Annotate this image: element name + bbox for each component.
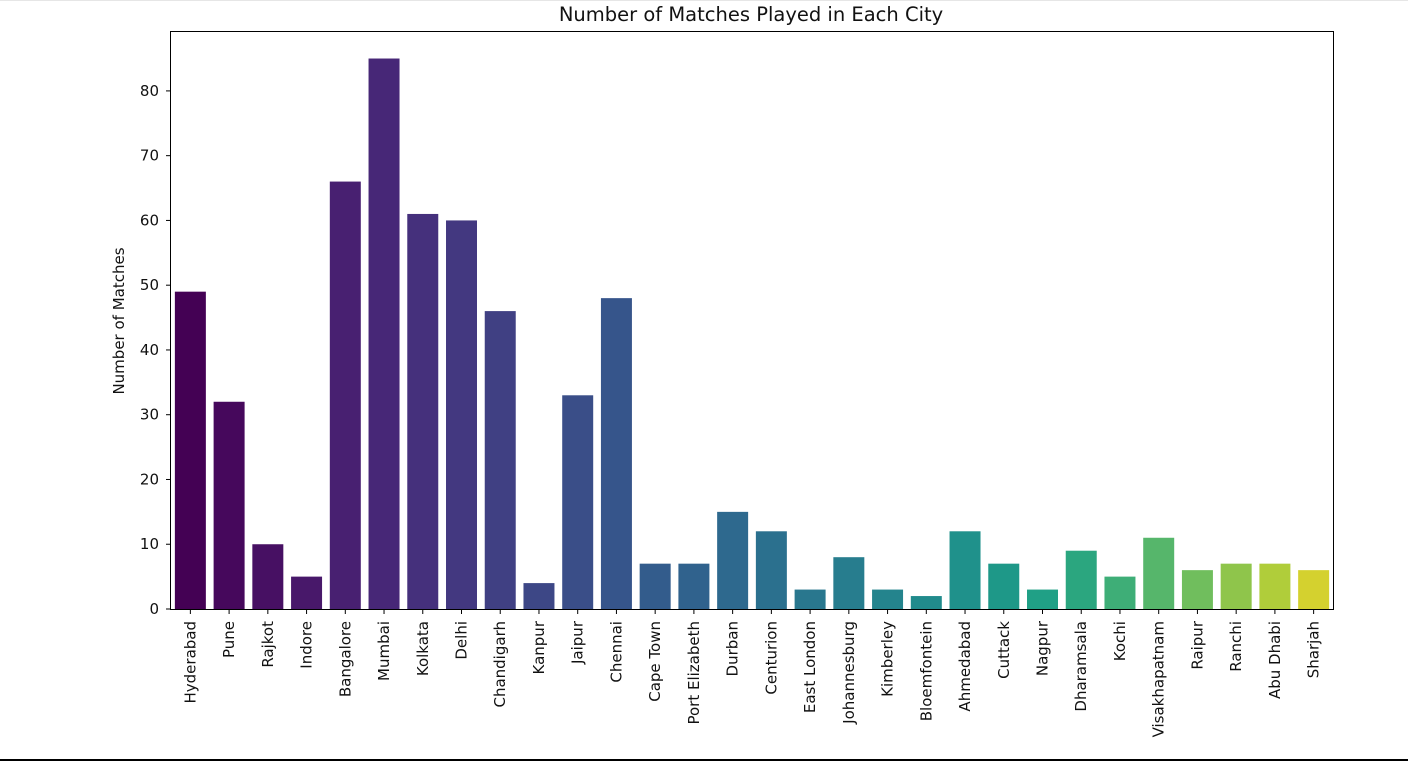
- x-tick-label: Dharamsala: [1072, 621, 1090, 712]
- x-tick-label: Kolkata: [414, 621, 432, 676]
- bar-pune: [213, 401, 245, 609]
- bar-ranchi: [1220, 563, 1252, 609]
- x-tick-label: Durban: [724, 621, 742, 676]
- x-tick-label: Chandigarh: [491, 621, 509, 708]
- x-tick-label: Delhi: [453, 621, 471, 660]
- x-tick-label: Jaipur: [569, 620, 587, 665]
- bar-sharjah: [1298, 570, 1330, 609]
- bar-port-elizabeth: [678, 563, 710, 609]
- x-axis-ticks: Hyderabad Pune Rajkot Indore Bangalore Mumbai…: [181, 609, 1323, 737]
- y-tick-label: 20: [140, 470, 159, 488]
- x-tick-label: Bangalore: [336, 621, 354, 697]
- bar-kimberley: [872, 589, 904, 609]
- chart-title: Number of Matches Played in Each City: [559, 3, 943, 26]
- bar-chennai: [600, 298, 632, 609]
- x-tick-label: Ahmedabad: [956, 621, 974, 712]
- window-top-border: [0, 0, 1408, 1]
- bar-east-london: [794, 589, 826, 609]
- bar-nagpur: [1027, 589, 1058, 609]
- bar-mumbai: [368, 58, 400, 609]
- x-tick-label: Indore: [298, 621, 316, 669]
- bar-centurion: [755, 531, 787, 609]
- x-tick-label: Rajkot: [259, 621, 277, 668]
- bar-kolkata: [407, 213, 439, 609]
- bar-hyderabad: [174, 291, 206, 609]
- window-bottom-border: [0, 759, 1408, 761]
- x-tick-label: Johannesburg: [840, 621, 858, 725]
- x-tick-label: Centurion: [762, 621, 780, 695]
- x-tick-label: Bloemfontein: [917, 621, 935, 721]
- y-axis-label: Number of Matches: [110, 247, 128, 394]
- bar-dharamsala: [1065, 550, 1097, 609]
- y-tick-label: 50: [140, 276, 159, 294]
- x-tick-label: Raipur: [1188, 620, 1206, 669]
- bar-jaipur: [562, 395, 594, 609]
- bar-kanpur: [523, 583, 555, 609]
- x-tick-label: East London: [801, 621, 819, 713]
- x-tick-label: Hyderabad: [181, 621, 199, 704]
- x-tick-label: Kimberley: [879, 621, 897, 697]
- bar-abu-dhabi: [1259, 563, 1291, 609]
- x-tick-label: Cape Town: [646, 621, 664, 702]
- bar-durban: [717, 511, 749, 609]
- x-tick-label: Kochi: [1111, 621, 1129, 661]
- bar-cuttack: [988, 563, 1020, 609]
- y-tick-label: 10: [140, 535, 159, 553]
- bar-kochi: [1104, 576, 1136, 609]
- plot-frame: [170, 31, 1334, 610]
- bar-group: [174, 58, 1330, 609]
- bar-raipur: [1181, 570, 1213, 609]
- x-tick-label: Abu Dhabi: [1266, 621, 1284, 699]
- bar-johannesburg: [833, 557, 865, 609]
- x-tick-label: Ranchi: [1227, 621, 1245, 672]
- bar-rajkot: [252, 544, 284, 609]
- y-tick-label: 80: [140, 82, 159, 100]
- x-tick-label: Sharjah: [1305, 621, 1323, 678]
- y-tick-label: 0: [149, 600, 159, 618]
- bar-chandigarh: [484, 311, 516, 609]
- bar-ahmedabad: [949, 531, 981, 609]
- x-tick-label: Nagpur: [1034, 620, 1052, 676]
- x-tick-label: Kanpur: [530, 620, 548, 674]
- x-tick-label: Pune: [220, 621, 238, 658]
- x-tick-label: Mumbai: [375, 621, 393, 681]
- x-tick-label: Cuttack: [995, 621, 1013, 679]
- bar-cape-town: [639, 563, 671, 609]
- y-tick-label: 70: [140, 147, 159, 165]
- bar-bangalore: [329, 181, 361, 609]
- bar-bloemfontein: [910, 596, 942, 609]
- bar-indore: [291, 576, 323, 609]
- x-tick-label: Port Elizabeth: [685, 621, 703, 725]
- x-tick-label: Visakhapatnam: [1150, 621, 1168, 737]
- bar-delhi: [446, 220, 477, 609]
- y-tick-label: 30: [140, 406, 159, 424]
- bar-visakhapatnam: [1143, 537, 1175, 609]
- y-tick-label: 40: [140, 341, 159, 359]
- x-tick-label: Chennai: [607, 621, 625, 683]
- y-tick-label: 60: [140, 211, 159, 229]
- y-axis-ticks: 0 10 20 30 40 50 60 70 80: [140, 82, 171, 618]
